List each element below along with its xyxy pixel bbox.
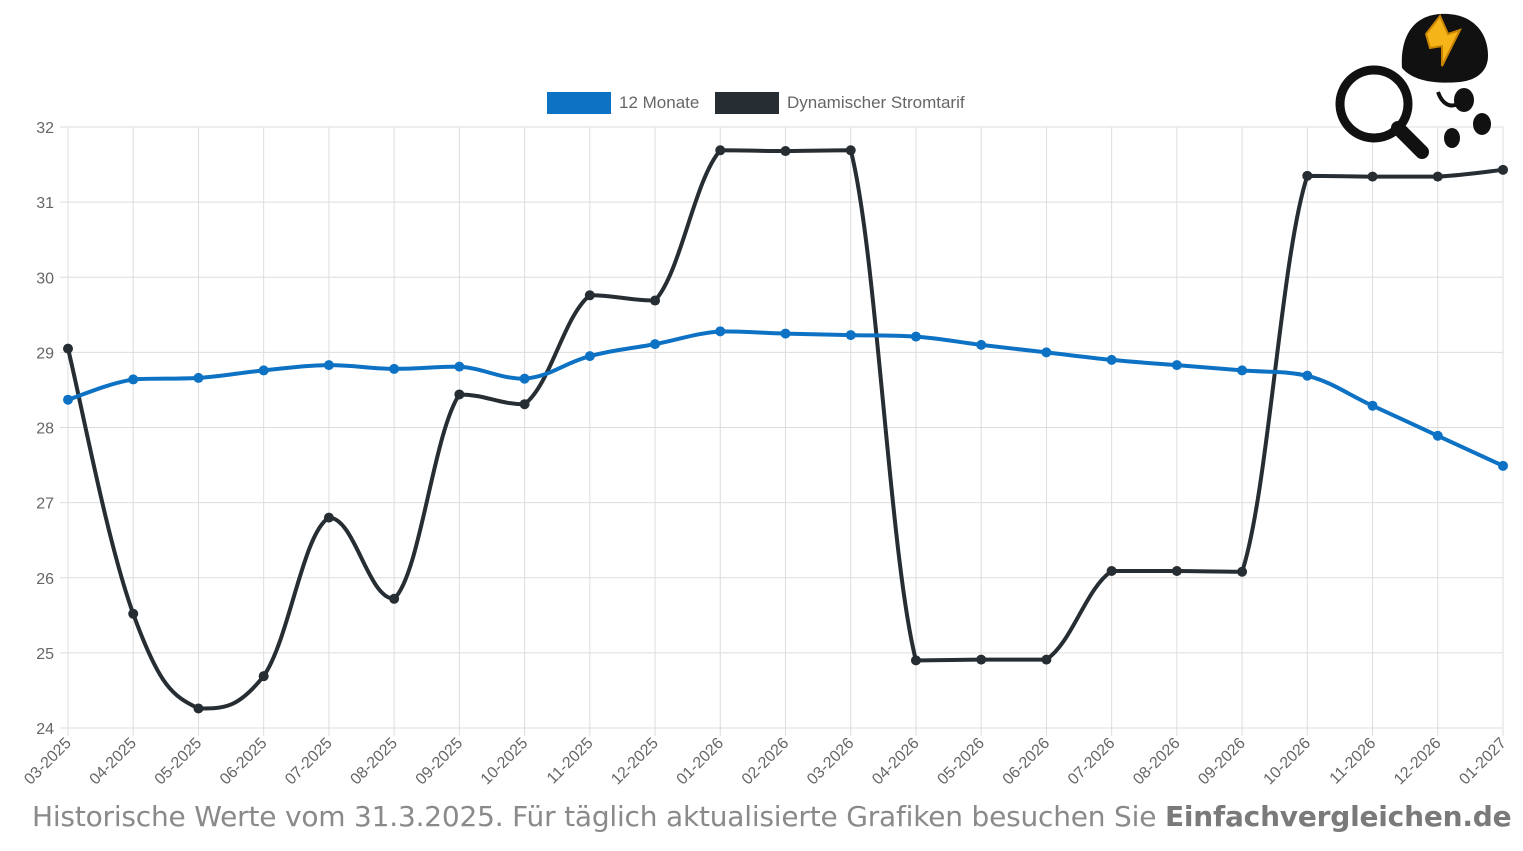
detective-lightning-icon — [1335, 13, 1491, 159]
data-point-dynamischer-stromtarif[interactable] — [715, 145, 726, 156]
caption-text: Historische Werte vom 31.3.2025. Für täg… — [32, 800, 1165, 833]
data-point-dynamischer-stromtarif[interactable] — [1498, 164, 1508, 175]
y-tick-label: 31 — [36, 195, 54, 212]
data-point-dynamischer-stromtarif[interactable] — [193, 703, 204, 714]
x-tick-label: 09-2025 — [413, 735, 467, 789]
data-point-12-monate[interactable] — [193, 372, 204, 383]
data-point-dynamischer-stromtarif[interactable] — [323, 512, 334, 523]
y-tick-label: 28 — [36, 421, 54, 438]
data-point-12-monate[interactable] — [1171, 360, 1182, 371]
x-tick-label: 08-2026 — [1130, 735, 1184, 789]
data-point-12-monate[interactable] — [976, 339, 987, 350]
x-tick-label: 03-2025 — [21, 735, 75, 789]
x-tick-label: 12-2026 — [1391, 735, 1445, 789]
x-tick-label: 03-2026 — [804, 735, 858, 789]
x-tick-label: 02-2026 — [739, 735, 793, 789]
data-point-dynamischer-stromtarif[interactable] — [519, 399, 530, 410]
x-tick-label: 01-2027 — [1456, 735, 1510, 789]
data-point-12-monate[interactable] — [780, 328, 791, 339]
x-tick-label: 12-2025 — [608, 735, 662, 789]
data-point-dynamischer-stromtarif[interactable] — [845, 145, 856, 156]
chart-legend: 12 Monate Dynamischer Stromtarif — [0, 92, 1523, 116]
data-point-dynamischer-stromtarif[interactable] — [650, 295, 661, 306]
data-point-12-monate[interactable] — [1041, 347, 1052, 358]
x-tick-label: 05-2026 — [934, 735, 988, 789]
y-axis-ticks: 24 25 26 27 28 29 30 31 32 — [36, 120, 54, 738]
caption-brand-link[interactable]: Einfachvergleichen.de — [1164, 800, 1512, 833]
x-tick-label: 04-2025 — [87, 735, 141, 789]
data-point-dynamischer-stromtarif[interactable] — [910, 655, 921, 666]
data-point-12-monate[interactable] — [128, 374, 139, 385]
x-tick-label: 11-2026 — [1327, 735, 1380, 788]
data-point-dynamischer-stromtarif[interactable] — [976, 654, 987, 665]
data-point-12-monate[interactable] — [454, 361, 465, 372]
data-point-dynamischer-stromtarif[interactable] — [1302, 170, 1313, 181]
series-lines — [63, 145, 1508, 714]
data-point-dynamischer-stromtarif[interactable] — [1171, 565, 1182, 576]
data-point-12-monate[interactable] — [1432, 430, 1443, 441]
data-point-dynamischer-stromtarif[interactable] — [128, 608, 139, 619]
legend-swatch-12-monate — [547, 92, 611, 114]
data-point-dynamischer-stromtarif[interactable] — [1367, 171, 1378, 182]
data-point-dynamischer-stromtarif[interactable] — [389, 593, 400, 604]
data-point-12-monate[interactable] — [845, 330, 856, 341]
data-point-dynamischer-stromtarif[interactable] — [258, 671, 269, 682]
x-tick-label: 10-2026 — [1261, 735, 1315, 789]
y-tick-label: 26 — [36, 571, 54, 588]
x-tick-label: 01-2026 — [674, 735, 728, 789]
data-point-12-monate[interactable] — [650, 339, 661, 350]
x-tick-label: 10-2025 — [478, 735, 532, 789]
data-point-dynamischer-stromtarif[interactable] — [1106, 565, 1117, 576]
data-point-12-monate[interactable] — [1106, 354, 1117, 365]
legend-label-12-monate: 12 Monate — [619, 93, 700, 112]
data-point-12-monate[interactable] — [715, 326, 726, 337]
legend-swatch-dynamischer-stromtarif — [715, 92, 779, 114]
y-tick-label: 29 — [36, 345, 54, 362]
y-tick-label: 32 — [36, 120, 54, 137]
x-tick-label: 06-2026 — [1000, 735, 1054, 789]
series-line-dynamischer-stromtarif-group — [63, 145, 1508, 714]
y-tick-label: 24 — [36, 721, 54, 738]
series-line-12-monate-group — [63, 326, 1508, 471]
x-axis-ticks: 03-2025 04-2025 05-2025 06-2025 07-2025 08-20… — [21, 735, 1510, 789]
x-tick-label: 11-2025 — [544, 735, 597, 788]
data-point-12-monate[interactable] — [258, 365, 269, 376]
y-tick-label: 25 — [36, 646, 54, 663]
legend-label-dynamischer-stromtarif: Dynamischer Stromtarif — [787, 93, 965, 112]
legend-item-12-monate[interactable]: 12 Monate — [547, 92, 699, 114]
data-point-dynamischer-stromtarif[interactable] — [1432, 171, 1443, 182]
data-point-dynamischer-stromtarif[interactable] — [780, 146, 791, 157]
data-point-dynamischer-stromtarif[interactable] — [584, 290, 595, 301]
data-point-12-monate[interactable] — [1367, 400, 1378, 411]
x-tick-label: 07-2025 — [282, 735, 336, 789]
source-caption: Historische Werte vom 31.3.2025. Für täg… — [32, 800, 1512, 833]
legend-item-dynamischer-stromtarif[interactable]: Dynamischer Stromtarif — [715, 92, 965, 114]
x-tick-label: 08-2025 — [347, 735, 401, 789]
grid-lines — [60, 126, 1504, 736]
x-tick-label: 06-2025 — [217, 735, 271, 789]
data-point-12-monate[interactable] — [1498, 460, 1508, 471]
x-tick-label: 09-2026 — [1195, 735, 1249, 789]
data-point-dynamischer-stromtarif[interactable] — [1041, 654, 1052, 665]
data-point-dynamischer-stromtarif[interactable] — [63, 343, 73, 354]
data-point-12-monate[interactable] — [1237, 365, 1248, 376]
series-line-dynamischer-stromtarif[interactable] — [66, 148, 1504, 711]
data-point-12-monate[interactable] — [584, 351, 595, 362]
y-tick-label: 27 — [36, 496, 54, 513]
data-point-12-monate[interactable] — [1302, 370, 1313, 381]
data-point-12-monate[interactable] — [323, 360, 334, 371]
data-point-12-monate[interactable] — [63, 394, 73, 405]
data-point-dynamischer-stromtarif[interactable] — [1237, 566, 1248, 577]
x-tick-label: 04-2026 — [869, 735, 923, 789]
x-tick-label: 05-2025 — [152, 735, 206, 789]
data-point-12-monate[interactable] — [910, 331, 921, 342]
x-tick-label: 07-2026 — [1065, 735, 1119, 789]
y-tick-label: 30 — [36, 270, 54, 287]
data-point-12-monate[interactable] — [519, 373, 530, 384]
data-point-12-monate[interactable] — [389, 363, 400, 374]
data-point-dynamischer-stromtarif[interactable] — [454, 389, 465, 400]
